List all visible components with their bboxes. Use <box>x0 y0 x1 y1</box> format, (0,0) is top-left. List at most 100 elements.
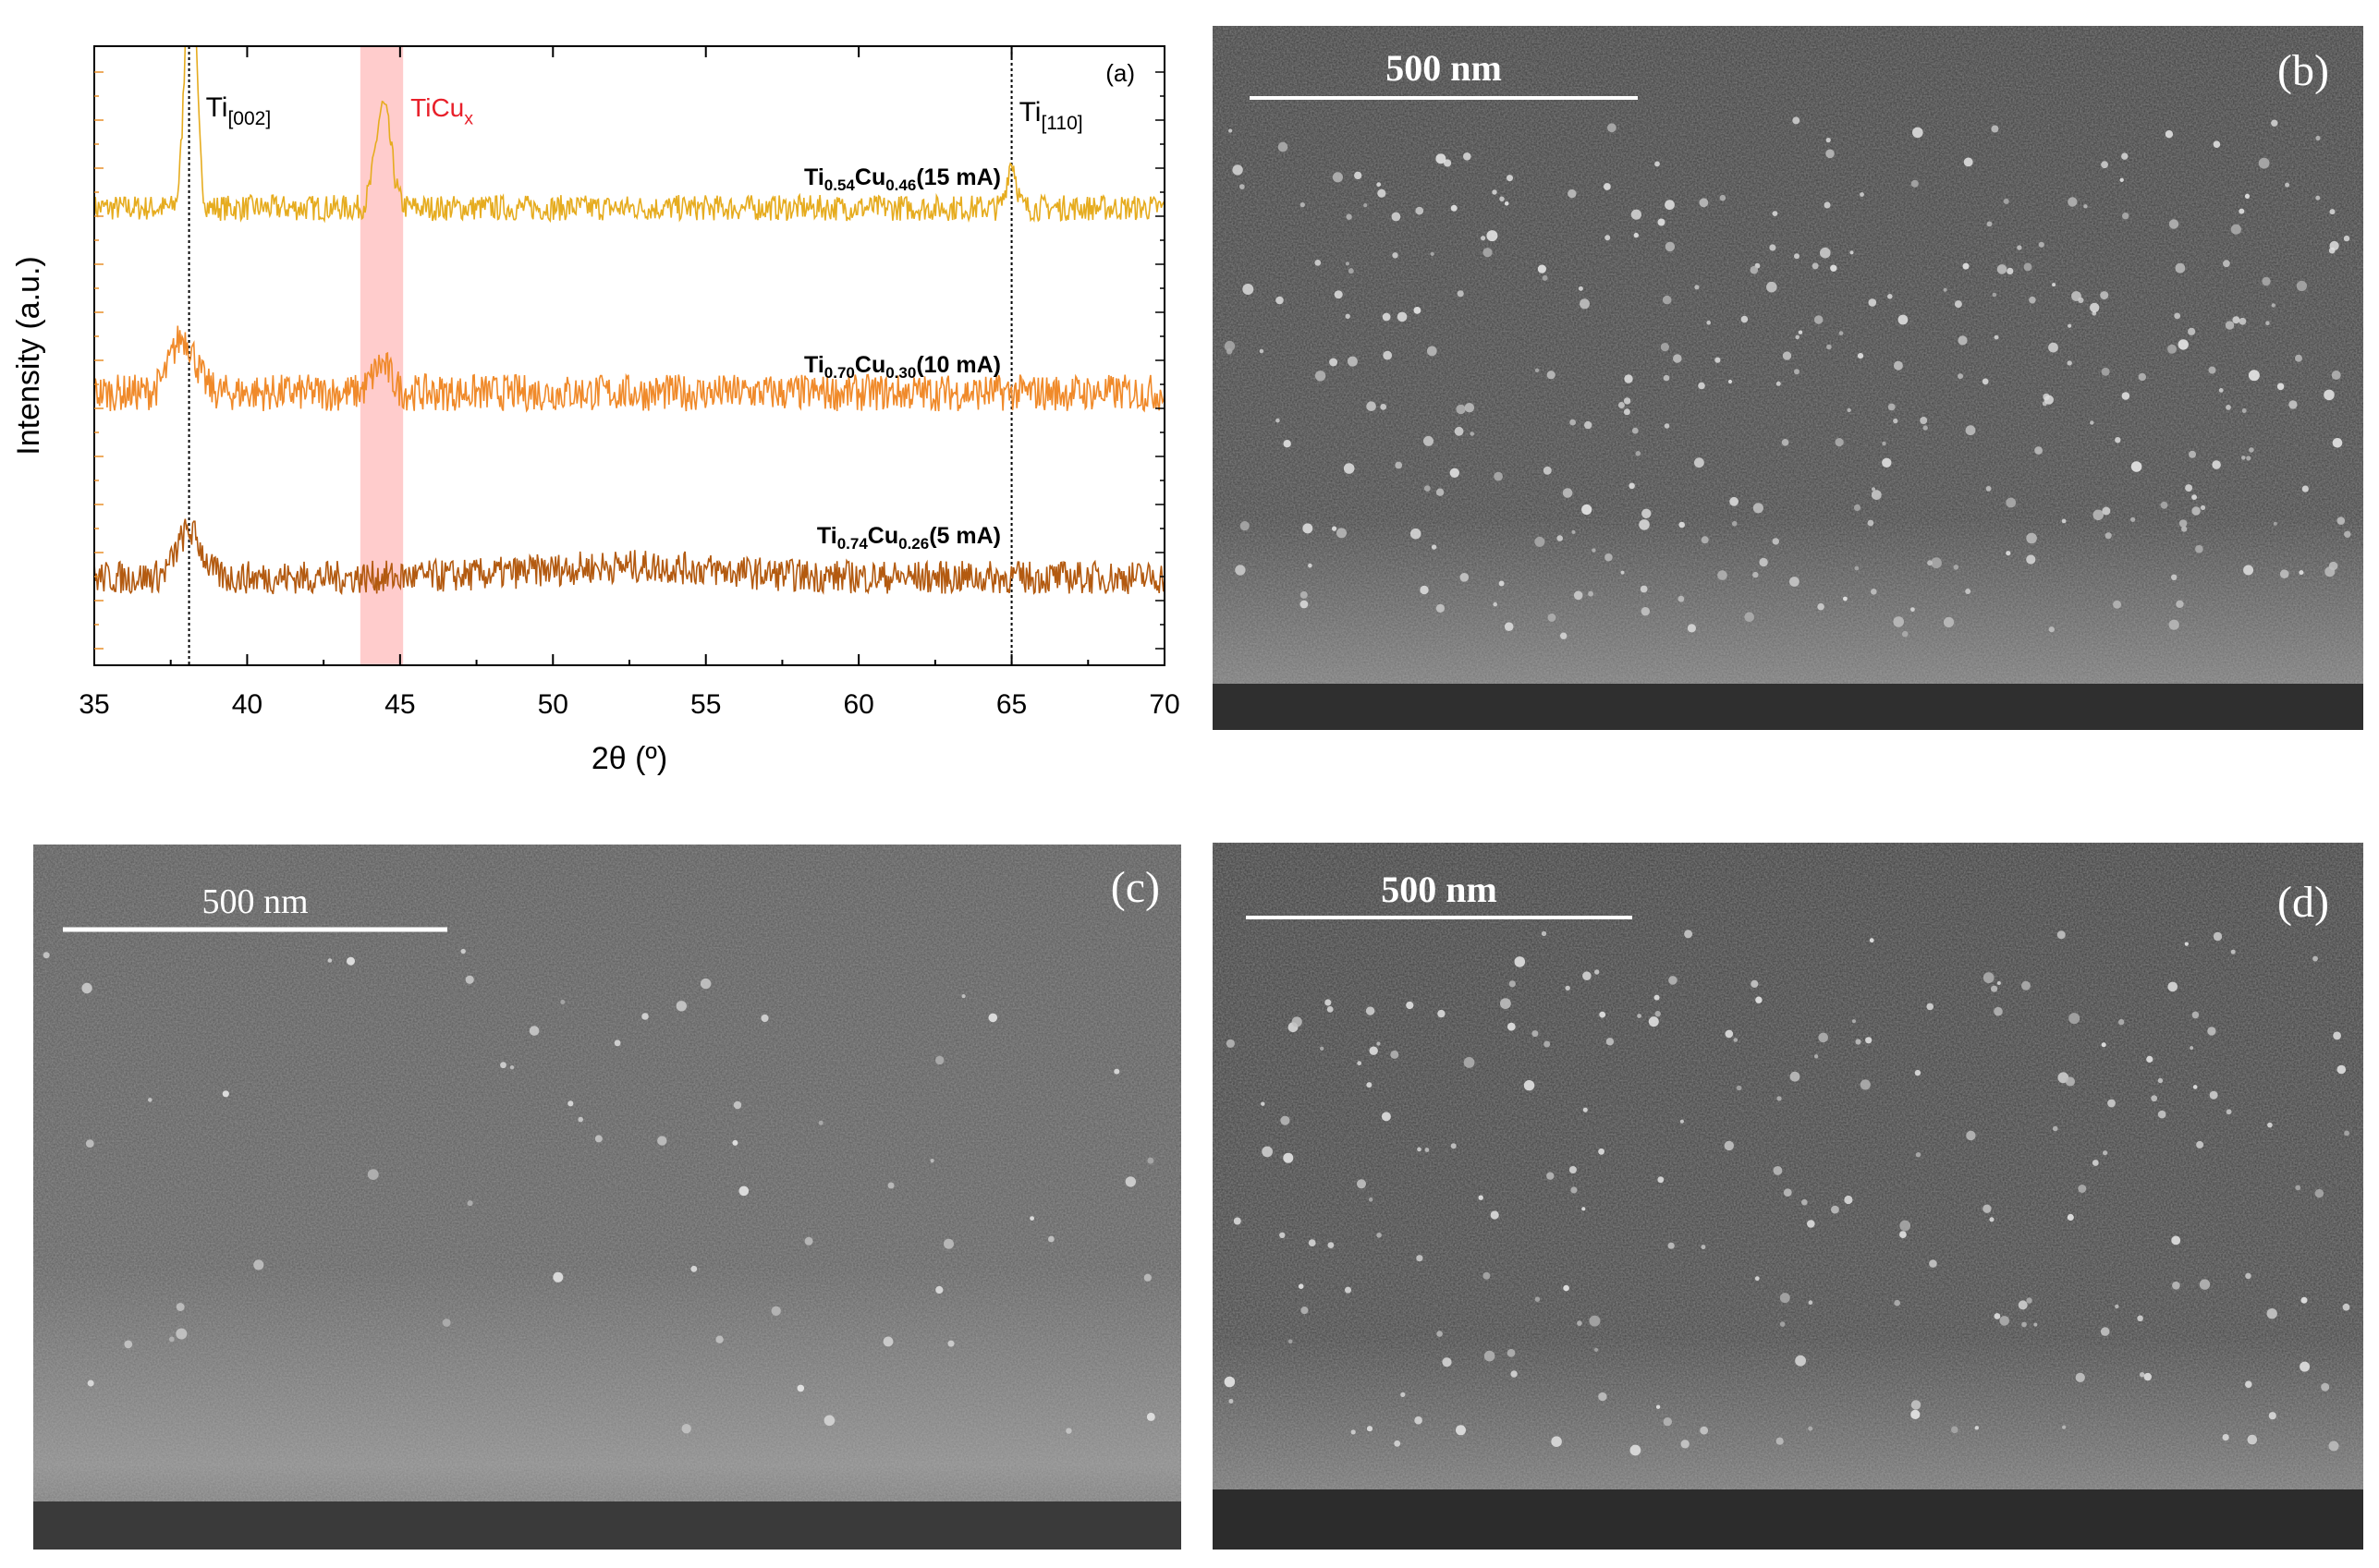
particle <box>1617 402 1625 408</box>
particle <box>509 1065 515 1070</box>
particle <box>1334 290 1343 299</box>
x-tick-label-1: 40 <box>232 689 262 720</box>
particle <box>2102 506 2111 516</box>
particle <box>578 1116 583 1123</box>
particle <box>2130 461 2142 472</box>
particle <box>1641 508 1652 518</box>
particle <box>2021 1321 2027 1328</box>
particle <box>2118 1018 2125 1026</box>
series-label-2: Ti0.74Cu0.26(5 mA) <box>817 523 1001 553</box>
particle <box>1779 1321 1786 1327</box>
particle <box>2171 1235 2181 1246</box>
particle <box>1556 535 1563 541</box>
particle <box>1435 488 1445 496</box>
particle <box>567 1100 574 1107</box>
particle <box>1228 1399 1234 1404</box>
particle <box>690 1265 698 1272</box>
particle <box>1470 432 1474 436</box>
particle <box>1588 590 1593 597</box>
particle <box>2033 1322 2038 1327</box>
particle <box>327 958 333 963</box>
particle <box>1314 371 1326 382</box>
particle <box>1368 1197 1373 1202</box>
ticux-band <box>360 46 404 665</box>
particle <box>2113 600 2122 609</box>
particle <box>2178 339 2189 350</box>
particle <box>1226 1039 1235 1048</box>
particle <box>1663 1417 1673 1427</box>
particle <box>347 956 355 966</box>
particle <box>2300 1361 2311 1372</box>
x-tick-label-2: 45 <box>384 689 415 720</box>
panel-label-a: (a) <box>1105 59 1135 87</box>
particle <box>1486 230 1498 242</box>
particle <box>1366 1082 1372 1088</box>
particle <box>1996 981 2001 985</box>
particle <box>1662 295 1672 305</box>
sem-panel-c: 500 nm (c) <box>33 845 1181 1550</box>
particle <box>2006 497 2017 508</box>
particle <box>614 1039 621 1047</box>
x-tick-label-7: 70 <box>1149 689 1179 720</box>
particle <box>1507 1348 1516 1357</box>
particle <box>2190 1046 2194 1051</box>
particle <box>1510 1370 1518 1378</box>
particle <box>2151 1095 2158 1102</box>
particle <box>1048 1235 1055 1243</box>
particle <box>2279 569 2289 578</box>
sem-panel-b: 500 nm (b) <box>1213 26 2363 730</box>
particle <box>1999 1316 2009 1326</box>
particle <box>176 1303 185 1311</box>
particle <box>1232 164 1243 176</box>
particle <box>1914 1069 1922 1076</box>
particle <box>700 978 712 990</box>
particle <box>1754 1276 1760 1282</box>
particle <box>1654 161 1660 167</box>
particle <box>2328 247 2336 254</box>
particle <box>1629 482 1635 490</box>
particle <box>1700 1426 1709 1435</box>
particle <box>2176 600 2184 608</box>
particle <box>2222 1434 2229 1441</box>
particle <box>1989 1217 1995 1222</box>
particle <box>1345 261 1349 266</box>
particle <box>1224 1376 1236 1388</box>
particle <box>1494 471 1503 481</box>
particle <box>1482 1271 1491 1280</box>
particle <box>1547 613 1556 622</box>
particle <box>2185 484 2193 492</box>
particle <box>1593 1347 1599 1352</box>
particle <box>1812 262 1819 270</box>
particle <box>2184 942 2189 946</box>
particle <box>1332 172 1343 183</box>
particle <box>1808 1426 1813 1431</box>
particle <box>1910 1409 1921 1419</box>
y-axis-label: Intensity (a.u.) <box>11 256 46 455</box>
particle <box>1817 602 1824 611</box>
particle <box>2119 177 2124 182</box>
particle <box>1604 553 1613 562</box>
particle <box>1813 1054 1819 1059</box>
particle <box>1392 252 1398 259</box>
particle <box>2243 565 2254 576</box>
particle <box>1639 519 1650 530</box>
particle <box>460 948 466 954</box>
particle <box>1801 1198 1808 1206</box>
particle <box>1860 192 1864 197</box>
particle <box>2191 506 2201 516</box>
particle <box>1792 116 1800 125</box>
particle <box>1678 521 1685 529</box>
particle <box>1678 595 1685 602</box>
particle <box>1654 1011 1661 1017</box>
particle <box>465 975 474 984</box>
particle <box>1570 1186 1578 1194</box>
panel-label-c: (c) <box>1111 863 1160 912</box>
particle <box>1604 183 1611 190</box>
series-label-1: Ti0.70Cu0.30(10 mA) <box>804 352 1001 382</box>
particle <box>1766 281 1777 293</box>
particle <box>1719 194 1726 201</box>
particle <box>2067 360 2072 366</box>
particle <box>1668 976 1678 985</box>
particle <box>2167 981 2178 992</box>
particle <box>2023 262 2032 272</box>
